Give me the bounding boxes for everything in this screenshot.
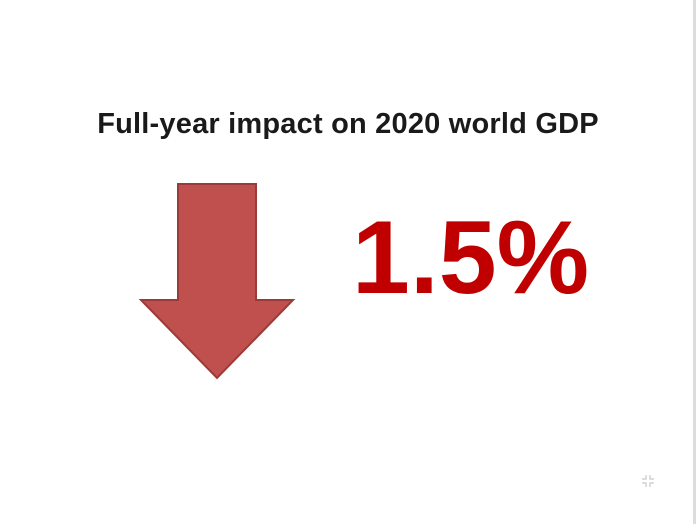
fullscreen-icon[interactable] bbox=[641, 474, 655, 488]
slide-border bbox=[693, 0, 696, 524]
slide-title: Full-year impact on 2020 world GDP bbox=[97, 108, 599, 140]
impact-value: 1.5% bbox=[352, 200, 590, 316]
down-arrow-icon bbox=[138, 183, 296, 380]
